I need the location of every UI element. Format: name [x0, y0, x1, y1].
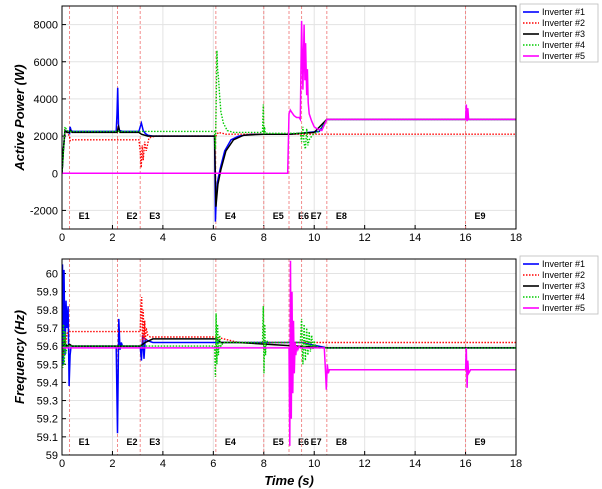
- event-label: E9: [475, 211, 486, 221]
- frequency-chart: 0 2 4 6 8 10 12 14 16 18 59 59.1 59.2 59.3 59.4 59.5 59.…: [12, 255, 599, 488]
- event-label: E3: [149, 437, 160, 447]
- series-line-inverter-5: [62, 20, 516, 175]
- y-tick-label: 59.5: [37, 359, 58, 371]
- legend-entry: Inverter #5: [542, 303, 585, 313]
- legend-entry: Inverter #3: [542, 281, 585, 291]
- series-line-inverter-4: [62, 306, 516, 378]
- x-tick-label: 14: [409, 232, 421, 244]
- x-tick-label: 10: [308, 232, 320, 244]
- legend-entry: Inverter #1: [542, 259, 585, 269]
- event-label: E9: [475, 437, 486, 447]
- x-tick-label: 4: [160, 458, 166, 470]
- x-tick-label: 8: [261, 458, 267, 470]
- series-line-inverter-5: [62, 260, 516, 446]
- event-label: E4: [225, 211, 236, 221]
- y-tick-label: 59.7: [37, 323, 58, 335]
- event-label: E3: [149, 211, 160, 221]
- y-tick-label: 6000: [34, 57, 58, 69]
- y-tick-label: 60: [46, 269, 58, 281]
- x-tick-label: 14: [409, 458, 421, 470]
- y-tick-label: 59.4: [37, 377, 58, 389]
- x-tick-label: 10: [308, 458, 320, 470]
- legend-entry: Inverter #2: [542, 18, 585, 28]
- x-tick-label: 6: [210, 458, 216, 470]
- y-tick-label: 59.1: [37, 432, 58, 444]
- y-tick-label: 8000: [34, 20, 58, 32]
- event-label: E7: [311, 437, 322, 447]
- y-tick-label: 4000: [34, 94, 58, 106]
- x-tick-label: 16: [459, 232, 471, 244]
- x-tick-label: 6: [210, 232, 216, 244]
- event-label: E8: [336, 211, 347, 221]
- legend-entry: Inverter #2: [542, 270, 585, 280]
- event-label: E1: [79, 437, 90, 447]
- y-tick-label: 2000: [34, 131, 58, 143]
- y-tick-label: -2000: [30, 205, 58, 217]
- axes-frame: [61, 258, 517, 456]
- y-tick-label: 59.8: [37, 305, 58, 317]
- y-tick-label: 59.3: [37, 396, 58, 408]
- event-label: E4: [225, 437, 236, 447]
- x-tick-label: 18: [510, 458, 522, 470]
- x-tick-label: 0: [59, 232, 65, 244]
- legend-entry: Inverter #5: [542, 51, 585, 61]
- active-power-chart: 0 2 4 6 8 10 12 14 16 18 -2000 0 2000 4000 6000 8000 E1 E…: [12, 3, 599, 244]
- x-axis-label: Time (s): [264, 473, 314, 488]
- y-tick-label: 59: [46, 450, 58, 462]
- legend-entry: Inverter #4: [542, 40, 585, 50]
- x-tick-label: 2: [109, 458, 115, 470]
- legend-box: [519, 3, 599, 63]
- y-axis-label: Active Power (W): [12, 64, 27, 171]
- event-label: E2: [126, 211, 137, 221]
- x-tick-label: 18: [510, 232, 522, 244]
- x-tick-label: 8: [261, 232, 267, 244]
- y-tick-label: 0: [52, 168, 58, 180]
- event-label: E8: [336, 437, 347, 447]
- x-tick-label: 4: [160, 232, 166, 244]
- x-tick-label: 12: [359, 458, 371, 470]
- legend-box: [519, 255, 599, 315]
- legend-entry: Inverter #4: [542, 292, 585, 302]
- x-tick-label: 0: [59, 458, 65, 470]
- event-label: E6: [298, 437, 309, 447]
- event-label: E1: [79, 211, 90, 221]
- x-tick-label: 16: [459, 458, 471, 470]
- y-tick-label: 59.2: [37, 414, 58, 426]
- legend-entry: Inverter #1: [542, 7, 585, 17]
- y-tick-label: 59.6: [37, 341, 58, 353]
- event-label: E6: [298, 211, 309, 221]
- y-axis-label: Frequency (Hz): [12, 310, 27, 404]
- event-label: E2: [126, 437, 137, 447]
- axes-frame: [61, 5, 517, 230]
- series-line-inverter-1: [62, 264, 516, 434]
- event-label: E7: [311, 211, 322, 221]
- event-label: E5: [273, 437, 284, 447]
- series-line-inverter-2: [62, 128, 516, 174]
- x-tick-label: 12: [359, 232, 371, 244]
- y-tick-label: 59.9: [37, 287, 58, 299]
- legend-entry: Inverter #3: [542, 29, 585, 39]
- x-tick-label: 2: [109, 232, 115, 244]
- event-label: E5: [273, 211, 284, 221]
